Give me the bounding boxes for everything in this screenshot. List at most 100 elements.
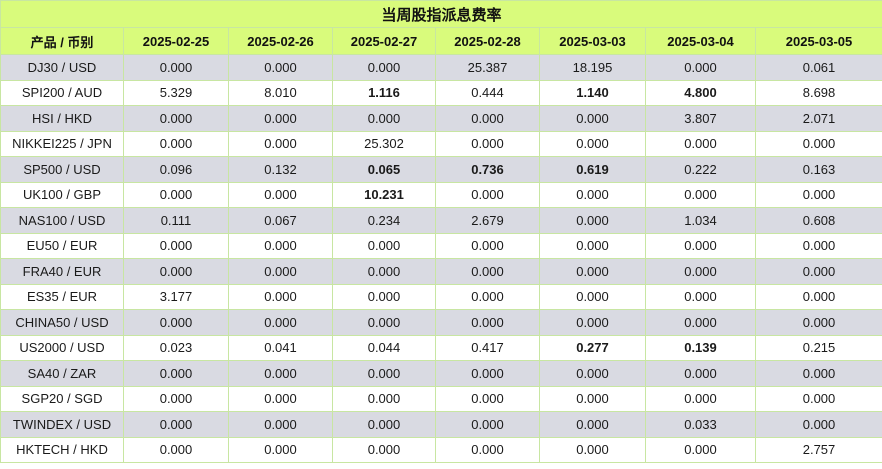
rate-cell: 5.329 [123, 79, 229, 106]
column-header-date: 2025-02-25 [123, 27, 229, 55]
rate-cell: 0.215 [754, 334, 882, 361]
table-row: HSI / HKD 0.000 0.000 0.000 0.000 0.000 3.807 2… [0, 105, 882, 132]
rate-cell: 0.000 [539, 181, 646, 208]
rate-cell: 0.000 [123, 232, 229, 259]
rate-cell: 0.000 [645, 232, 756, 259]
table-row: US2000 / USD 0.023 0.041 0.044 0.417 0.277 0.1… [0, 334, 882, 361]
rate-cell: 0.000 [332, 105, 436, 132]
rate-cell: 0.000 [754, 283, 882, 310]
rate-cell: 18.195 [539, 54, 646, 81]
rate-cell: 0.096 [123, 156, 229, 183]
rate-cell: 0.111 [123, 207, 229, 234]
rate-cell: 0.000 [539, 207, 646, 234]
rate-cell: 0.736 [435, 156, 540, 183]
rate-cell: 0.000 [123, 258, 229, 285]
rate-cell: 0.000 [435, 283, 540, 310]
rate-cell: 0.000 [754, 130, 882, 157]
rate-cell: 0.000 [123, 181, 229, 208]
rate-cell: 0.000 [228, 411, 333, 438]
rate-cell: 8.698 [754, 79, 882, 106]
rate-cell: 0.000 [754, 181, 882, 208]
rate-cell: 0.041 [228, 334, 333, 361]
rate-cell: 0.132 [228, 156, 333, 183]
column-header-date: 2025-03-04 [645, 27, 756, 55]
rate-cell: 0.000 [435, 181, 540, 208]
rate-cell: 0.000 [754, 385, 882, 412]
rate-cell: 0.000 [228, 436, 333, 463]
rate-cell: 0.608 [754, 207, 882, 234]
rate-cell: 0.033 [645, 411, 756, 438]
rate-cell: 0.000 [539, 283, 646, 310]
rate-cell: 0.000 [645, 360, 756, 387]
table-title: 当周股指派息费率 [0, 0, 882, 28]
rate-cell: 0.000 [123, 130, 229, 157]
column-header-product: 产品 / 币别 [0, 27, 124, 55]
table-row: SGP20 / SGD 0.000 0.000 0.000 0.000 0.000 0.00… [0, 385, 882, 412]
table-title-row: 当周股指派息费率 [0, 0, 882, 28]
rate-cell: 0.000 [435, 385, 540, 412]
rate-cell: 0.000 [332, 309, 436, 336]
rate-cell: 1.116 [332, 79, 436, 106]
product-cell: NIKKEI225 / JPN [0, 130, 124, 157]
product-cell: HSI / HKD [0, 105, 124, 132]
rate-cell: 2.071 [754, 105, 882, 132]
rate-cell: 0.000 [645, 309, 756, 336]
product-cell: SGP20 / SGD [0, 385, 124, 412]
rate-cell: 0.000 [539, 258, 646, 285]
rate-cell: 0.222 [645, 156, 756, 183]
product-cell: UK100 / GBP [0, 181, 124, 208]
rate-cell: 3.807 [645, 105, 756, 132]
rate-cell: 0.000 [539, 411, 646, 438]
rate-cell: 0.000 [539, 360, 646, 387]
rate-cell: 0.000 [123, 436, 229, 463]
column-header-date: 2025-02-28 [435, 27, 540, 55]
table-row: UK100 / GBP 0.000 0.000 10.231 0.000 0.000 0.0… [0, 181, 882, 208]
rate-cell: 0.000 [332, 360, 436, 387]
rate-cell: 0.000 [123, 360, 229, 387]
rate-cell: 0.139 [645, 334, 756, 361]
rate-cell: 0.000 [123, 309, 229, 336]
rate-cell: 0.000 [435, 436, 540, 463]
rate-cell: 10.231 [332, 181, 436, 208]
rate-cell: 0.000 [123, 54, 229, 81]
column-header-date: 2025-02-27 [332, 27, 436, 55]
product-cell: NAS100 / USD [0, 207, 124, 234]
product-cell: HKTECH / HKD [0, 436, 124, 463]
rate-cell: 0.000 [332, 436, 436, 463]
rate-cell: 0.000 [539, 130, 646, 157]
table-row: CHINA50 / USD 0.000 0.000 0.000 0.000 0.000 0.… [0, 309, 882, 336]
product-cell: US2000 / USD [0, 334, 124, 361]
rate-cell: 0.000 [123, 385, 229, 412]
table-row: TWINDEX / USD 0.000 0.000 0.000 0.000 0.000 0.… [0, 411, 882, 438]
rate-cell: 0.000 [332, 283, 436, 310]
rate-cell: 0.163 [754, 156, 882, 183]
rate-cell: 2.679 [435, 207, 540, 234]
table-row: NAS100 / USD 0.111 0.067 0.234 2.679 0.000 1.0… [0, 207, 882, 234]
product-cell: SA40 / ZAR [0, 360, 124, 387]
table-row: ES35 / EUR 3.177 0.000 0.000 0.000 0.000 0.000… [0, 283, 882, 310]
rate-cell: 0.000 [332, 258, 436, 285]
rate-cell: 0.044 [332, 334, 436, 361]
product-cell: TWINDEX / USD [0, 411, 124, 438]
table-row: SP500 / USD 0.096 0.132 0.065 0.736 0.619 0.22… [0, 156, 882, 183]
rate-cell: 3.177 [123, 283, 229, 310]
rate-cell: 0.619 [539, 156, 646, 183]
product-cell: CHINA50 / USD [0, 309, 124, 336]
column-header-date: 2025-03-03 [539, 27, 646, 55]
rate-cell: 0.000 [539, 232, 646, 259]
rate-cell: 0.000 [754, 232, 882, 259]
rate-cell: 0.000 [754, 258, 882, 285]
rate-cell: 0.000 [435, 105, 540, 132]
rate-cell: 0.000 [228, 360, 333, 387]
rate-cell: 0.000 [228, 130, 333, 157]
product-cell: FRA40 / EUR [0, 258, 124, 285]
product-cell: ES35 / EUR [0, 283, 124, 310]
product-cell: EU50 / EUR [0, 232, 124, 259]
table-row: HKTECH / HKD 0.000 0.000 0.000 0.000 0.000 0.0… [0, 436, 882, 463]
rate-cell: 0.000 [123, 411, 229, 438]
table-row: NIKKEI225 / JPN 0.000 0.000 25.302 0.000 0.00… [0, 130, 882, 157]
rate-cell: 0.000 [539, 385, 646, 412]
table-row: SPI200 / AUD 5.329 8.010 1.116 0.444 1.140 4.8… [0, 79, 882, 106]
table-row: FRA40 / EUR 0.000 0.000 0.000 0.000 0.000 0.00… [0, 258, 882, 285]
